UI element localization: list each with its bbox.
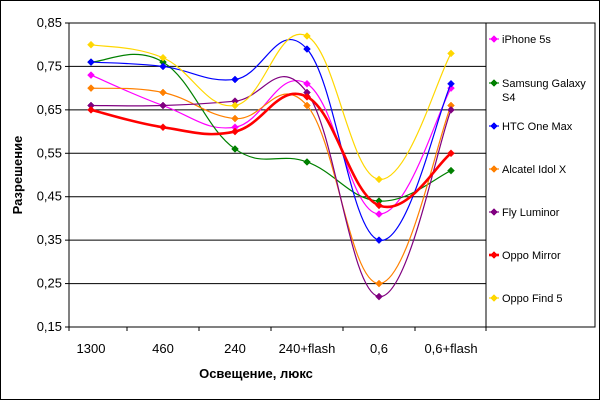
data-point	[159, 53, 167, 62]
data-point	[490, 294, 498, 302]
data-point	[375, 292, 383, 301]
data-point	[490, 165, 498, 173]
y-tick-label: 0,55	[37, 145, 62, 160]
y-tick-label: 0,85	[37, 15, 62, 30]
data-point	[159, 88, 167, 97]
data-point	[303, 32, 311, 40]
data-point	[87, 71, 95, 79]
y-tick-label: 0,25	[37, 276, 62, 291]
series-line	[90, 53, 452, 202]
series-2	[87, 39, 455, 244]
legend-item: Samsung Galaxy S4	[489, 78, 586, 104]
data-point	[303, 101, 311, 110]
x-tick-label: 1300	[77, 341, 106, 356]
data-point	[375, 201, 383, 210]
series-3	[87, 84, 455, 288]
data-point	[447, 106, 455, 114]
legend-box	[485, 22, 596, 328]
data-point	[447, 79, 455, 88]
data-point	[447, 149, 455, 158]
y-axis-title: Разрешение	[10, 136, 25, 215]
data-point	[490, 208, 498, 216]
x-tick-label: 460	[152, 341, 174, 356]
legend-item: iPhone 5s	[489, 34, 551, 46]
plot-area	[68, 22, 487, 328]
x-tick-label: 240+flash	[279, 341, 336, 356]
series-6	[87, 32, 455, 184]
y-tick-label: 0,65	[37, 102, 62, 117]
data-point	[159, 123, 167, 132]
y-tick-label: 0,35	[37, 232, 62, 247]
legend-item: Fly Luminor	[489, 207, 560, 219]
y-axis-ticks: 0,15 0,25 0,35 0,45 0,55 0,65 0,75 0,85	[37, 15, 69, 334]
series-4	[87, 76, 455, 301]
x-tick-label: 0,6	[370, 341, 388, 356]
data-point	[231, 114, 239, 123]
data-point	[490, 122, 498, 130]
data-point	[231, 127, 239, 136]
legend-item: HTC One Max	[489, 121, 573, 133]
series-group	[87, 32, 455, 301]
y-tick-label: 0,15	[37, 319, 62, 334]
data-point	[447, 166, 455, 175]
data-point	[490, 79, 498, 87]
x-axis-ticks: 1300 460 240 240+flash 0,6 0,6+flash	[68, 327, 487, 356]
data-point	[87, 58, 95, 66]
y-tick-label: 0,45	[37, 189, 62, 204]
legend-label: Oppo Find 5	[502, 293, 563, 305]
legend-label: iPhone 5s	[502, 34, 551, 46]
x-axis-title: Освещение, люкс	[199, 366, 313, 381]
legend-label: Oppo Mirror	[502, 250, 561, 262]
data-point	[87, 106, 95, 114]
legend-item: Oppo Mirror	[489, 250, 561, 262]
x-tick-label: 240	[224, 341, 246, 356]
x-tick-label: 0,6+flash	[424, 341, 477, 356]
data-point	[159, 101, 167, 110]
legend-label: Samsung Galaxy S4	[502, 78, 586, 104]
data-point	[231, 145, 239, 153]
legend-label: HTC One Max	[502, 121, 573, 133]
data-point	[375, 236, 383, 244]
data-point	[303, 45, 311, 53]
grid-lines	[69, 65, 486, 285]
data-point	[87, 40, 95, 49]
data-point	[375, 279, 383, 288]
data-point	[231, 75, 239, 84]
data-point	[231, 101, 239, 110]
data-point	[490, 251, 498, 259]
data-point	[490, 35, 498, 43]
legend: iPhone 5s Samsung Galaxy S4 HTC One Max Alca…	[489, 34, 586, 305]
data-point	[87, 84, 95, 92]
y-tick-label: 0,75	[37, 58, 62, 73]
legend-label: Alcatel Idol X	[502, 164, 567, 176]
data-point	[447, 49, 455, 58]
legend-item: Alcatel Idol X	[489, 164, 567, 176]
data-point	[303, 79, 311, 88]
data-point	[375, 175, 383, 184]
legend-item: Oppo Find 5	[489, 293, 563, 305]
data-point	[375, 210, 383, 218]
series-5	[87, 92, 455, 210]
data-point	[303, 92, 311, 101]
data-point	[303, 158, 311, 166]
data-point	[159, 62, 167, 71]
legend-label: Fly Luminor	[502, 207, 560, 219]
